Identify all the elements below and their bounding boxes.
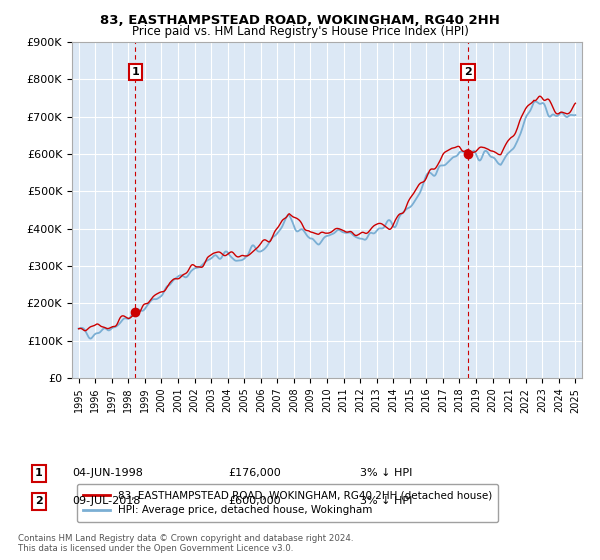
- Text: 1: 1: [131, 67, 139, 77]
- Text: 3% ↓ HPI: 3% ↓ HPI: [360, 468, 412, 478]
- Text: £176,000: £176,000: [228, 468, 281, 478]
- Text: 04-JUN-1998: 04-JUN-1998: [72, 468, 143, 478]
- Text: £600,000: £600,000: [228, 496, 281, 506]
- Legend: 83, EASTHAMPSTEAD ROAD, WOKINGHAM, RG40 2HH (detached house), HPI: Average price: 83, EASTHAMPSTEAD ROAD, WOKINGHAM, RG40 …: [77, 484, 499, 522]
- Text: 09-JUL-2018: 09-JUL-2018: [72, 496, 140, 506]
- Text: Price paid vs. HM Land Registry's House Price Index (HPI): Price paid vs. HM Land Registry's House …: [131, 25, 469, 38]
- Text: Contains HM Land Registry data © Crown copyright and database right 2024.
This d: Contains HM Land Registry data © Crown c…: [18, 534, 353, 553]
- Text: 3% ↓ HPI: 3% ↓ HPI: [360, 496, 412, 506]
- Text: 1: 1: [35, 468, 43, 478]
- Text: 2: 2: [464, 67, 472, 77]
- Text: 2: 2: [35, 496, 43, 506]
- Text: 83, EASTHAMPSTEAD ROAD, WOKINGHAM, RG40 2HH: 83, EASTHAMPSTEAD ROAD, WOKINGHAM, RG40 …: [100, 14, 500, 27]
